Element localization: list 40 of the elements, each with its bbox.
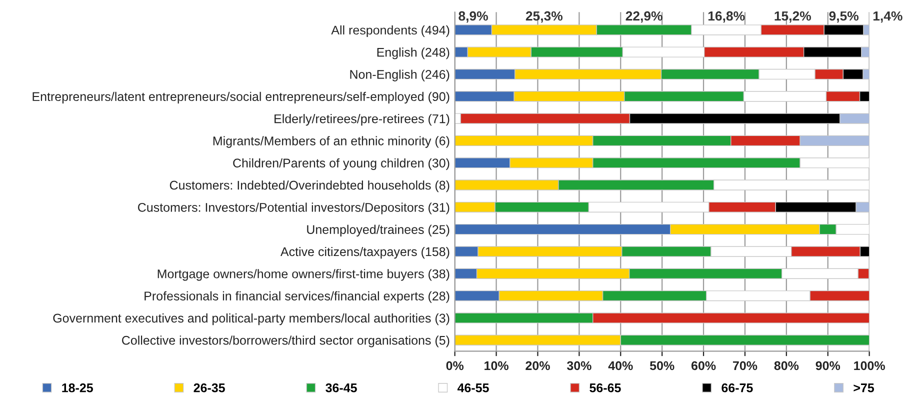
y-tick-label: All respondents (494)	[331, 25, 450, 38]
legend-label: 36-45	[326, 383, 357, 392]
x-tick-label: 20%	[526, 361, 550, 370]
x-tick-label: 10%	[484, 361, 508, 370]
data-label: 9,5%	[829, 11, 859, 23]
y-tick-label: Customers: Investors/Potential investors/Depositors (31)	[138, 202, 450, 214]
x-tick-label: 60%	[691, 361, 716, 370]
legend-label: 46-55	[457, 383, 489, 392]
y-tick-label: Collective investors/borrowers/third sector organisations (5)	[122, 336, 450, 348]
data-label: 25,3%	[526, 11, 563, 23]
data-label: 15,2%	[774, 11, 811, 23]
legend-label: >75	[854, 384, 874, 392]
x-tick-label: 100%	[854, 361, 885, 370]
x-tick-label: 80%	[774, 361, 799, 370]
data-label: 1,4%	[873, 11, 902, 23]
data-label: 16,8%	[708, 11, 745, 23]
y-tick-label: Government executives and political-party members/local authorities (3)	[53, 313, 450, 326]
x-tick-label: 0%	[446, 361, 464, 370]
x-tick-label: 90%	[816, 361, 840, 370]
y-tick-label: Elderly/retirees/pre-retirees (71)	[274, 114, 450, 126]
data-label: 22,9%	[626, 11, 662, 23]
legend-label: 66-75	[722, 383, 753, 392]
y-tick-label: Unemployed/trainees (25)	[307, 224, 450, 236]
y-tick-label: Non-English (246)	[350, 70, 450, 82]
x-tick-label: 70%	[733, 361, 758, 370]
x-tick-label: 50%	[650, 361, 674, 370]
y-tick-label: Active citizens/taxpayers (158)	[280, 246, 450, 259]
y-tick-label: Customers: Indebted/Overindebted households (8)	[170, 180, 450, 192]
x-tick-label: 40%	[608, 361, 633, 370]
y-tick-label: Professionals in financial services/financial experts (28)	[144, 291, 450, 303]
y-tick-label: Mortgage owners/home owners/first-time buyers (38)	[158, 269, 450, 281]
x-tick-label: 30%	[566, 361, 592, 370]
legend-label: 56-65	[590, 383, 621, 392]
y-tick-label: Migrants/Members of an ethnic minority (6)	[213, 136, 450, 148]
legend-label: 26-35	[194, 383, 225, 392]
data-label: 8,9%	[458, 11, 488, 23]
y-tick-label: Entrepreneurs/latent entrepreneurs/social entrepreneurs/self-employed (90)	[32, 92, 450, 104]
legend-label: 18-25	[62, 383, 93, 392]
y-tick-label: English (248)	[377, 48, 450, 60]
y-tick-label: Children/Parents of young children (30)	[233, 158, 450, 170]
